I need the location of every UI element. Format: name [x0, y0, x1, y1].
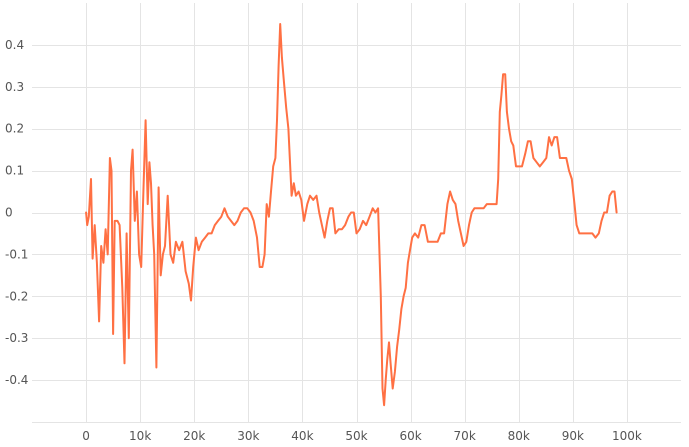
x-tick-label: 80k: [508, 429, 530, 443]
y-gridlines: [32, 45, 681, 423]
series-line: [85, 23, 618, 407]
y-tick-label: 0.1: [5, 164, 24, 178]
x-tick-label: 10k: [129, 429, 151, 443]
y-tick-label: -0.2: [5, 289, 28, 303]
series-group: [85, 23, 618, 407]
y-axis-tick-labels: 0.4 0.3 0.2 0.1 0 -0.1 -0.2 -0.3 -0.4: [5, 38, 28, 387]
x-tick-label: 90k: [562, 429, 584, 443]
y-tick-label: -0.4: [5, 373, 28, 387]
x-tick-label: 60k: [399, 429, 421, 443]
y-tick-label: -0.1: [5, 247, 28, 261]
x-tick-label: 0: [82, 429, 90, 443]
y-tick-label: 0.4: [5, 38, 24, 52]
x-tick-label: 50k: [345, 429, 367, 443]
x-tick-label: 30k: [237, 429, 259, 443]
y-tick-label: 0.2: [5, 122, 24, 136]
x-axis-tick-labels: 0 10k 20k 30k 40k 50k 60k 70k 80k 90k 100k: [82, 429, 642, 443]
x-tick-label: 20k: [183, 429, 205, 443]
x-tick-label: 100k: [612, 429, 642, 443]
y-tick-label: 0: [5, 206, 13, 220]
x-tick-label: 70k: [454, 429, 476, 443]
y-tick-label: 0.3: [5, 80, 24, 94]
x-tick-label: 40k: [291, 429, 313, 443]
y-tick-label: -0.3: [5, 331, 28, 345]
